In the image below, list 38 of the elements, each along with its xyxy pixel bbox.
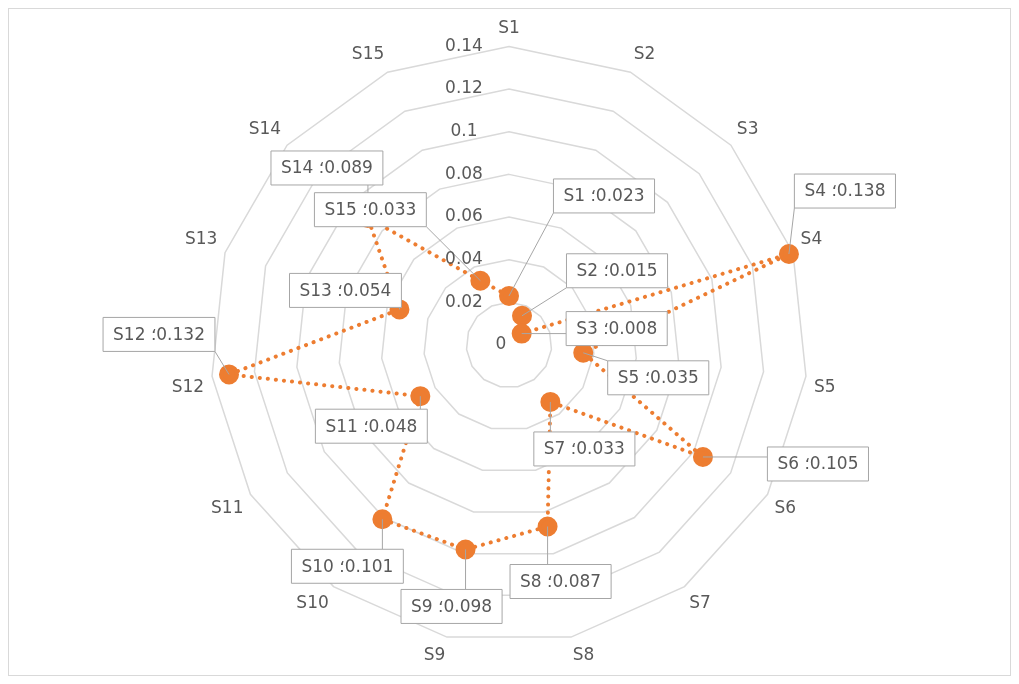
spoke-label: S4 <box>800 228 823 249</box>
spoke-label: S5 <box>813 375 836 396</box>
spoke-label: S3 <box>736 118 759 139</box>
y-tick-label: 0.08 <box>445 162 483 183</box>
data-label: S8 ؛0.087 <box>520 570 602 591</box>
data-label: S11 ؛0.048 <box>325 415 418 436</box>
data-label: S12 ؛0.132 <box>113 323 205 344</box>
spoke-label: S11 <box>211 496 244 517</box>
spoke-label: S10 <box>296 591 329 612</box>
spoke-label: S8 <box>572 643 595 664</box>
spoke-label: S13 <box>184 228 218 249</box>
data-label: S1 ؛0.023 <box>563 185 645 206</box>
data-label: S3 ؛0.008 <box>576 318 658 338</box>
spoke-label: S12 <box>171 375 205 396</box>
spoke-label: S9 <box>423 643 446 664</box>
spoke-label: S6 <box>774 496 797 517</box>
spoke-label: S2 <box>633 43 656 64</box>
data-label: S9 ؛0.098 <box>411 595 493 616</box>
y-tick-label: 0.06 <box>445 205 483 226</box>
data-label: S15 ؛0.033 <box>324 199 417 220</box>
data-label: S2 ؛0.015 <box>576 260 658 281</box>
data-label: S4 ؛0.138 <box>804 180 886 201</box>
data-label: S13 ؛0.054 <box>299 279 392 300</box>
y-tick-label: 0 <box>495 333 507 354</box>
data-label: S6 ؛0.105 <box>777 453 859 474</box>
y-tick-label: 0.14 <box>445 34 483 55</box>
data-label: S5 ؛0.035 <box>617 367 699 388</box>
spoke-label: S15 <box>351 43 385 64</box>
data-label: S14 ؛0.089 <box>280 157 373 178</box>
y-tick-label: 0.02 <box>445 290 483 311</box>
y-tick-label: 0.04 <box>445 248 483 269</box>
spoke-label: S14 <box>248 118 282 139</box>
data-label: S7 ؛0.033 <box>543 438 625 459</box>
data-label: S10 ؛0.101 <box>301 555 394 576</box>
spoke-label: S1 <box>498 16 520 37</box>
y-tick-label: 0.12 <box>445 77 483 98</box>
spoke-label: S7 <box>689 591 711 612</box>
y-tick-label: 0.1 <box>450 120 478 141</box>
